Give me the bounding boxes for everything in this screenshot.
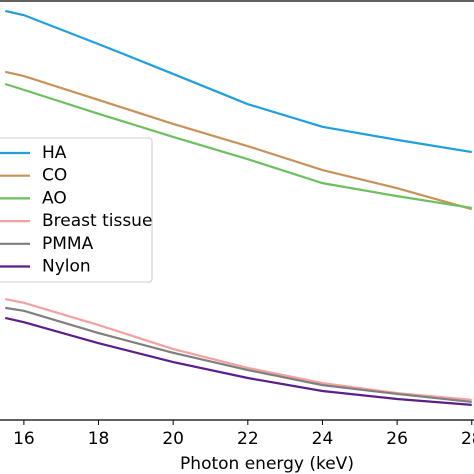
series-line bbox=[5, 297, 472, 401]
legend-label: Nylon bbox=[42, 257, 91, 277]
legend-box bbox=[0, 137, 153, 283]
series-line bbox=[4, 82, 472, 209]
legend-label: Breast tissue bbox=[42, 211, 152, 231]
x-tick-label: 20 bbox=[162, 429, 184, 449]
legend-label: CO bbox=[42, 166, 67, 186]
series-line bbox=[5, 306, 472, 404]
x-tick-label: 22 bbox=[237, 429, 259, 449]
series-line bbox=[4, 9, 472, 154]
x-tick-label: 28 bbox=[461, 429, 474, 449]
series-line bbox=[4, 70, 473, 211]
x-tick-label: 26 bbox=[386, 429, 408, 449]
x-tick-label: 16 bbox=[13, 429, 35, 449]
legend-label: HA bbox=[42, 143, 67, 163]
x-tick-label: 24 bbox=[312, 429, 334, 449]
series-line bbox=[4, 316, 472, 406]
x-tick-label: 18 bbox=[88, 429, 110, 449]
legend-label: PMMA bbox=[42, 234, 94, 254]
x-axis-label: Photon energy (keV) bbox=[180, 454, 354, 474]
legend-label: AO bbox=[42, 188, 67, 208]
